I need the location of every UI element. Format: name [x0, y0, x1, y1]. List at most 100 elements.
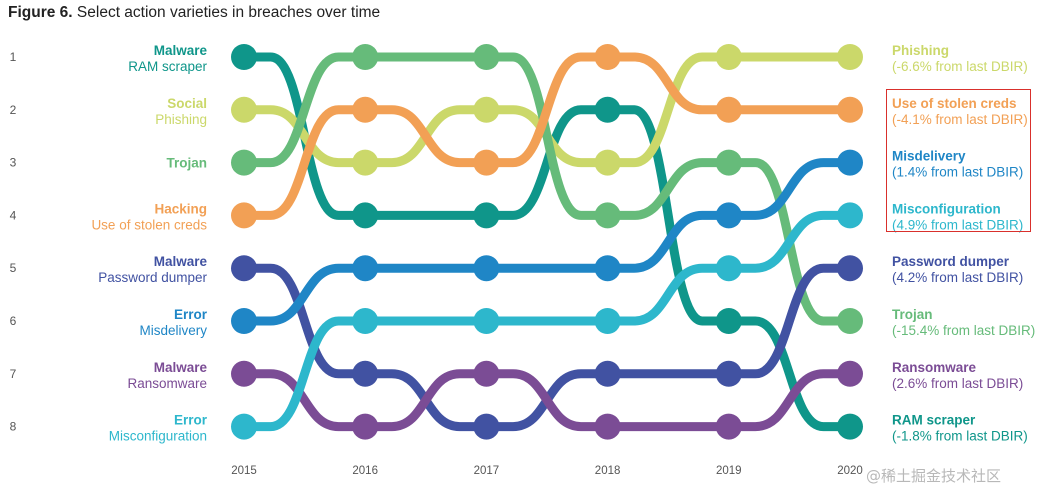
year-label: 2017 [474, 465, 500, 477]
series-point-trojan-2017 [473, 44, 500, 70]
series-point-misconfig-2016 [352, 308, 379, 334]
end-label-ransomware-name: Ransomware [892, 360, 977, 375]
end-label-stolen-name: Use of stolen creds [892, 96, 1017, 111]
series-line-ransomware [239, 369, 855, 432]
series-point-misdelivery-2016 [352, 255, 379, 282]
rank-label: 8 [10, 420, 17, 434]
year-label: 2015 [231, 465, 257, 477]
end-label-misdelivery-change: (1.4% from last DBIR) [892, 165, 1023, 180]
series-point-phishing-2015 [231, 96, 257, 123]
end-label-pwdump-name: Password dumper [892, 254, 1010, 269]
rank-label: 2 [10, 103, 17, 117]
series-point-misdelivery-2017 [473, 255, 500, 282]
start-label-trojan: Trojan [166, 156, 207, 171]
series-point-ransomware-2018 [594, 413, 621, 440]
start-label-pwdump-category: Malware [154, 254, 208, 269]
start-label-phishing-category: Social [167, 96, 207, 111]
series-point-ransomware-2020 [837, 360, 863, 387]
series-point-misconfig-2019 [715, 255, 742, 282]
end-label-ram-change: (-1.8% from last DBIR) [892, 429, 1028, 444]
series-point-misdelivery-2019 [715, 202, 742, 229]
series-point-ram-2017 [473, 202, 500, 229]
rank-label: 6 [10, 314, 17, 328]
rank-axis: 1 2 3 4 5 6 7 8 [10, 50, 17, 434]
series-point-stolen-2018 [594, 44, 621, 70]
series-point-ransomware-2019 [715, 413, 742, 440]
series-point-pwdump-2017 [473, 413, 500, 440]
end-label-misdelivery-name: Misdelivery [892, 149, 966, 164]
series-lines [239, 52, 855, 432]
series-point-trojan-2020 [837, 308, 863, 334]
series-point-phishing-2018 [594, 149, 621, 176]
series-point-pwdump-2018 [594, 360, 621, 387]
year-label: 2016 [352, 465, 378, 477]
start-label-ram-category: Malware [154, 43, 208, 58]
series-point-ransomware-2016 [352, 413, 379, 440]
series-point-ram-2015 [231, 44, 257, 70]
year-label: 2019 [716, 465, 742, 477]
year-label: 2020 [837, 465, 863, 477]
end-label-pwdump-change: (4.2% from last DBIR) [892, 270, 1023, 285]
series-point-misconfig-2020 [837, 202, 863, 229]
series-point-misdelivery-2020 [837, 149, 863, 176]
end-labels: RAM scraper(-1.8% from last DBIR) Phishin… [892, 43, 1035, 444]
series-point-pwdump-2019 [715, 360, 742, 387]
start-label-stolen-variety: Use of stolen creds [91, 217, 207, 232]
series-point-phishing-2019 [715, 44, 742, 70]
series-point-trojan-2019 [715, 149, 742, 176]
series-point-stolen-2016 [352, 96, 379, 123]
series-point-stolen-2017 [473, 149, 500, 176]
start-label-misdelivery-variety: Misdelivery [139, 323, 207, 338]
series-point-ram-2020 [837, 413, 863, 440]
series-point-misconfig-2015 [231, 413, 257, 440]
end-label-misconfig-change: (4.9% from last DBIR) [892, 217, 1023, 232]
rank-label: 4 [10, 208, 17, 222]
series-line-misconfig [239, 210, 855, 432]
start-label-ransomware-variety: Ransomware [127, 376, 207, 391]
end-label-trojan-name: Trojan [892, 307, 933, 322]
series-point-pwdump-2016 [352, 360, 379, 387]
figure-title: Figure 6. Select action varieties in bre… [8, 4, 380, 22]
end-label-stolen-change: (-4.1% from last DBIR) [892, 112, 1028, 127]
rank-label: 1 [10, 50, 17, 64]
series-point-phishing-2020 [837, 44, 863, 70]
series-point-trojan-2015 [231, 149, 257, 176]
rank-label: 7 [10, 367, 17, 381]
series-point-misdelivery-2018 [594, 255, 621, 282]
series-point-misdelivery-2015 [231, 308, 257, 334]
highlight-box [886, 89, 1031, 232]
watermark: @稀土掘金技术社区 [866, 467, 1002, 485]
rank-label: 5 [10, 261, 17, 275]
start-label-phishing-variety: Phishing [155, 112, 207, 127]
figure-number: Figure 6. [8, 4, 73, 21]
series-line-misdelivery [239, 158, 855, 326]
end-label-trojan-change: (-15.4% from last DBIR) [892, 323, 1035, 338]
series-point-phishing-2016 [352, 149, 379, 176]
figure-title-text: Select action varieties in breaches over… [76, 4, 381, 21]
series-line-trojan [239, 52, 855, 326]
series-point-ram-2016 [352, 202, 379, 229]
end-label-ram-name: RAM scraper [892, 413, 976, 428]
start-label-stolen-category: Hacking [154, 201, 207, 216]
series-points [231, 44, 863, 440]
series-line-ram [239, 52, 855, 432]
start-label-pwdump-variety: Password dumper [98, 270, 207, 285]
series-point-misconfig-2018 [594, 308, 621, 334]
series-point-trojan-2016 [352, 44, 379, 70]
end-label-phishing-change: (-6.6% from last DBIR) [892, 59, 1028, 74]
series-line-pwdump [239, 263, 855, 432]
series-point-stolen-2015 [231, 202, 257, 229]
end-label-misconfig-name: Misconfiguration [892, 201, 1001, 216]
start-label-ransomware-category: Malware [154, 360, 208, 375]
start-label-misdelivery-category: Error [174, 307, 208, 322]
start-label-misconfig-category: Error [174, 413, 208, 428]
series-point-ransomware-2017 [473, 360, 500, 387]
series-point-ram-2019 [715, 308, 742, 334]
series-point-ransomware-2015 [231, 360, 257, 387]
series-point-misconfig-2017 [473, 308, 500, 334]
start-label-misconfig-variety: Misconfiguration [109, 429, 207, 444]
end-label-phishing-name: Phishing [892, 43, 949, 58]
year-label: 2018 [595, 465, 621, 477]
